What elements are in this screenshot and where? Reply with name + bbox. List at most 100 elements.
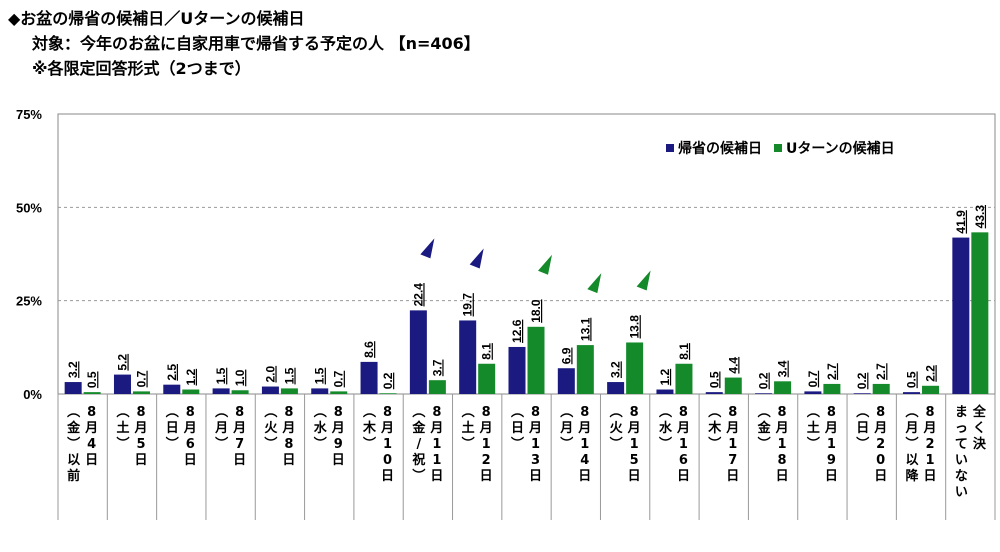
- x-tick-label: 1: [778, 437, 787, 452]
- x-tick-label: 8: [482, 405, 491, 420]
- bar: [163, 384, 181, 394]
- x-tick-label: 降: [906, 468, 920, 484]
- x-tick-label: ︶: [559, 436, 573, 452]
- x-tick-label: 火: [610, 421, 624, 436]
- x-tick-label: 8: [827, 405, 836, 420]
- x-tick-label: 日: [430, 469, 443, 484]
- bar: [656, 389, 674, 394]
- x-tick-label: 1: [679, 437, 688, 452]
- x-tick-label: 月: [429, 421, 443, 436]
- data-label: 0.2: [757, 372, 771, 389]
- x-tick-label: ︶: [115, 436, 129, 452]
- x-tick-label: 日: [233, 453, 246, 468]
- x-tick-label: 7: [728, 453, 737, 468]
- x-tick-label: 8: [432, 405, 441, 420]
- x-tick-label: 月: [232, 421, 246, 436]
- x-tick-label: 土: [116, 420, 129, 436]
- x-tick-label: ︶: [165, 436, 179, 452]
- x-tick-label: 日: [578, 469, 591, 484]
- bar: [626, 342, 644, 394]
- x-tick-label: 8: [284, 405, 293, 420]
- x-tick-label: 月: [281, 421, 295, 436]
- x-tick-label: 8: [728, 405, 737, 420]
- x-tick-label: ︵: [658, 405, 672, 420]
- x-tick-label: 全: [972, 404, 987, 420]
- x-tick-label: ︵: [609, 405, 623, 420]
- x-tick-label: 8: [334, 405, 343, 420]
- x-tick-label: ︶: [313, 436, 327, 452]
- x-tick-label: ︵: [263, 405, 277, 420]
- data-label: 0.5: [905, 371, 919, 388]
- x-tick-label: ︶: [658, 436, 672, 452]
- x-tick-label: 8: [580, 405, 589, 420]
- x-tick-label: 9: [827, 453, 836, 468]
- legend-label-return: Uターンの候補日: [786, 141, 895, 157]
- x-tick-label: 2: [876, 437, 885, 452]
- x-tick-label: 日: [726, 469, 739, 484]
- x-tick-label: ︵: [115, 405, 129, 420]
- data-label: 2.5: [165, 364, 179, 381]
- bar: [132, 391, 150, 394]
- legend-swatch-return: [774, 144, 782, 152]
- x-tick-label: ︶: [66, 436, 80, 452]
- bar: [527, 326, 545, 394]
- x-tick-label: 6: [679, 453, 688, 468]
- x-tick-label: 祝: [412, 452, 425, 468]
- data-label: 2.7: [825, 363, 839, 380]
- x-tick-label: 8: [531, 405, 540, 420]
- data-label: 3.2: [66, 361, 80, 378]
- x-tick-label: 日: [85, 453, 98, 468]
- x-tick-label: ︵: [362, 405, 376, 420]
- x-tick-label: 1: [383, 437, 392, 452]
- bar: [182, 389, 200, 394]
- highlight-arrow: [538, 254, 552, 275]
- data-label: 0.7: [134, 370, 148, 387]
- x-tick-label: 月: [725, 421, 739, 436]
- x-tick-label: 月: [775, 421, 789, 436]
- x-tick-label: ︵: [461, 405, 475, 420]
- x-tick-label: 水: [314, 420, 328, 436]
- x-tick-label: 月: [214, 421, 228, 436]
- bar: [311, 388, 329, 394]
- x-tick-label: /: [416, 437, 421, 452]
- x-tick-label: 1: [432, 453, 441, 468]
- x-tick-label: 8: [926, 405, 935, 420]
- x-tick-label: な: [955, 469, 968, 484]
- x-tick-label: ︵: [905, 405, 919, 420]
- x-tick-label: 8: [679, 405, 688, 420]
- bar: [379, 393, 397, 394]
- x-tick-label: 月: [84, 421, 98, 436]
- x-tick-label: 8: [876, 405, 885, 420]
- bar: [872, 383, 890, 394]
- x-tick-label: 8: [186, 405, 195, 420]
- x-tick-label: 土: [462, 420, 475, 436]
- x-tick-label: 日: [511, 421, 524, 436]
- bar: [774, 381, 792, 394]
- x-tick-label: 月: [676, 421, 690, 436]
- bar: [952, 237, 970, 394]
- data-label: 12.6: [510, 319, 524, 343]
- bar: [409, 310, 427, 394]
- bar: [557, 368, 575, 394]
- plot-frame: [57, 113, 996, 395]
- data-label: 22.4: [411, 283, 425, 307]
- x-tick-label: ︶: [461, 436, 475, 452]
- bar: [903, 392, 921, 394]
- bar: [922, 385, 940, 394]
- x-tick-label: て: [955, 437, 968, 452]
- bar: [280, 388, 298, 394]
- x-tick-label: 月: [331, 421, 345, 436]
- x-tick-label: 1: [827, 437, 836, 452]
- x-tick-label: 7: [235, 437, 244, 452]
- bar: [508, 346, 526, 394]
- data-label: 0.5: [707, 371, 721, 388]
- x-tick-label: 日: [874, 469, 887, 484]
- chart-note: ※各限定回答形式（2つまで）: [32, 59, 251, 78]
- x-tick-label: 8: [630, 405, 639, 420]
- x-tick-label: ︶: [707, 436, 721, 452]
- x-tick-label: 木: [707, 420, 722, 436]
- x-tick-label: 日: [924, 469, 937, 484]
- x-tick-label: 月: [923, 421, 937, 436]
- bar: [705, 392, 723, 394]
